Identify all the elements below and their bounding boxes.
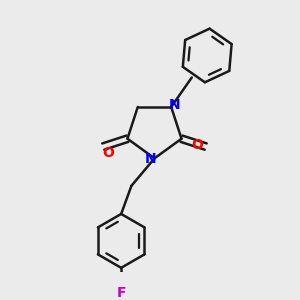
Text: N: N	[169, 98, 181, 112]
Text: N: N	[145, 152, 157, 166]
Text: O: O	[103, 146, 115, 160]
Text: F: F	[116, 286, 126, 300]
Text: O: O	[191, 138, 203, 152]
